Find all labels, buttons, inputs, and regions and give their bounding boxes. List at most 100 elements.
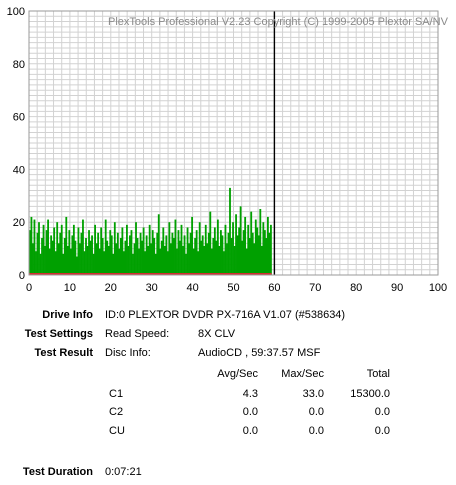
c1-bar — [48, 248, 51, 275]
c1-bar — [124, 240, 127, 275]
c1-bar — [103, 251, 106, 275]
c1-bar — [197, 251, 200, 275]
c1-bar — [242, 230, 245, 275]
c1-bar — [32, 243, 34, 275]
c1-bar — [179, 240, 181, 275]
c1-bar — [97, 232, 100, 275]
c1-bar — [247, 224, 250, 275]
c1-bar — [74, 240, 77, 275]
c1-bar — [229, 187, 231, 275]
c1-bar — [72, 224, 75, 275]
c1-bar — [169, 243, 172, 275]
c1-bar — [85, 238, 87, 275]
c1-bar — [207, 232, 210, 275]
c1-bar — [256, 227, 259, 275]
c1-bar — [194, 238, 197, 275]
c1-bar — [141, 240, 143, 275]
row-max: 0.0 — [308, 406, 324, 418]
c1-bar — [106, 240, 109, 275]
c1-bar — [98, 248, 101, 275]
y-tick-label: 40 — [13, 164, 25, 176]
c1-bar — [82, 219, 84, 275]
c1-bar — [153, 238, 156, 275]
c1-bar — [223, 251, 225, 275]
c1-bar — [203, 245, 206, 275]
c1-bar — [195, 230, 198, 275]
c2-baseline — [29, 273, 272, 275]
c1-bar — [47, 219, 50, 275]
c1-bar — [224, 224, 227, 275]
row-max: 0.0 — [308, 425, 324, 437]
c1-bar — [213, 227, 216, 275]
c1-bar — [248, 238, 251, 275]
c1-bar — [198, 222, 201, 275]
read-speed-value: 8X CLV — [198, 328, 236, 340]
c1-bar — [265, 238, 268, 275]
c1-bar — [268, 232, 271, 275]
c1-bar — [157, 214, 160, 275]
x-tick-label: 20 — [105, 282, 117, 294]
c1-bar — [112, 253, 115, 275]
c1-bar — [156, 232, 159, 275]
c1-bar — [129, 235, 131, 275]
c1-bar — [75, 256, 78, 275]
c1-bar — [154, 253, 157, 275]
row-name: C1 — [109, 388, 124, 400]
c1-bar — [148, 224, 151, 275]
c1-bar — [68, 230, 71, 275]
c1-bar — [91, 235, 93, 275]
c1-bar — [174, 219, 177, 275]
c1-bar — [89, 240, 92, 275]
c1-bar — [180, 224, 183, 275]
c1-bar — [215, 240, 218, 275]
x-tick-label: 10 — [64, 282, 76, 294]
c1-bar — [127, 245, 130, 275]
test-duration-label: Test Duration — [22, 466, 93, 478]
c1-bar — [107, 245, 110, 275]
c1-bar — [138, 248, 140, 275]
c1-bar — [212, 238, 215, 275]
c1-bar — [162, 227, 165, 275]
c1-bar — [110, 235, 113, 275]
c1-bar — [200, 240, 203, 275]
c1-series — [29, 187, 272, 275]
c1-bar — [182, 245, 184, 275]
c1-bar — [139, 232, 142, 275]
c1-bar — [209, 211, 212, 275]
c1-bar — [206, 243, 209, 275]
c1-bar — [236, 235, 239, 275]
c1-bar — [201, 235, 204, 275]
c1-bar — [95, 243, 98, 275]
c1-bar — [109, 230, 112, 275]
row-max: 33.0 — [302, 388, 324, 400]
c1-bar — [44, 245, 46, 275]
c1-bar — [38, 222, 40, 275]
c1-bar — [118, 248, 121, 275]
row-total: 15300.0 — [350, 388, 390, 400]
c1-bar — [210, 248, 213, 275]
c1-bar — [270, 224, 272, 275]
c1-bar — [135, 222, 137, 275]
c1-bar — [188, 243, 190, 275]
c1-bar — [142, 227, 145, 275]
c1-bar — [183, 235, 186, 275]
y-tick-label: 80 — [13, 59, 25, 71]
c1-bar — [66, 245, 69, 275]
c1-bar — [36, 232, 39, 275]
c1-bar — [60, 224, 63, 275]
c1-bar — [35, 251, 37, 275]
c1-bar — [100, 227, 103, 275]
c1-bar — [133, 243, 136, 275]
c1-bar — [41, 238, 43, 275]
c1-bar — [122, 251, 125, 275]
c1-bar — [88, 230, 90, 275]
c1-bar — [77, 227, 80, 275]
c1-bar — [173, 238, 175, 275]
test-duration-value: 0:07:21 — [105, 466, 142, 478]
c1-bar — [186, 227, 189, 275]
y-axis-ticks: 0 20 40 60 80 100 — [7, 6, 25, 282]
c1-bar — [53, 227, 56, 275]
disc-info-value: AudioCD , 59:37.57 MSF — [198, 347, 321, 359]
c1-bar — [151, 230, 154, 275]
c1-bar — [94, 224, 96, 275]
